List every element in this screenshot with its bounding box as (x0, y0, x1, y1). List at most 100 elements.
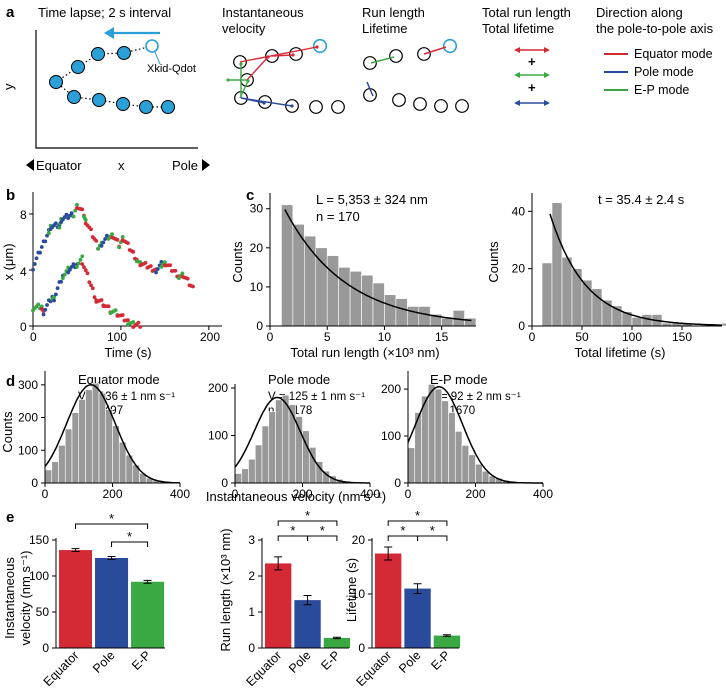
fit-curve (44, 384, 180, 484)
c-left-xlabel: Total run length (×10³ nm) (290, 345, 439, 360)
trace-point (113, 308, 118, 313)
ytick-label: 100 (208, 429, 228, 443)
trace-point (120, 235, 125, 239)
trace-point (131, 249, 136, 254)
significance-bracket (111, 541, 149, 547)
significance-star: * (290, 523, 295, 538)
fit-curve (549, 213, 722, 326)
trace-point (71, 214, 76, 219)
histogram-bar (384, 294, 397, 327)
error-bar (143, 579, 152, 584)
bar (323, 637, 351, 648)
significance-bracket (387, 520, 448, 526)
trace-point (173, 268, 178, 273)
col1-axes (35, 30, 198, 149)
d-pole-v: V = 125 ± 1 nm s⁻¹ (268, 391, 365, 403)
time-arrowhead-icon (104, 27, 114, 39)
histogram-bar (91, 382, 100, 484)
xtick-label: 0 (42, 487, 49, 501)
histogram-bar (326, 255, 339, 327)
trace-point (83, 268, 88, 273)
trace-point (89, 227, 93, 232)
error-bar (274, 556, 283, 571)
trace-point (41, 312, 46, 317)
total-arrows: + + (514, 47, 550, 106)
ytick-label: 200 (18, 411, 38, 425)
qdot-open-marker (145, 39, 159, 53)
qdot-marker (161, 100, 175, 114)
trace-point (69, 265, 74, 269)
xtick-label: 150 (672, 330, 692, 344)
b-ytick-8: 8 (20, 208, 27, 222)
trace-point (82, 265, 86, 270)
trace-point (106, 304, 111, 309)
histogram-bar (261, 425, 270, 484)
timelapse-trail (55, 45, 168, 108)
col1-title: Time lapse; 2 s interval (38, 5, 171, 20)
trace-point (36, 302, 41, 307)
bar (59, 550, 93, 648)
error-bar (332, 636, 341, 640)
trace-point (52, 295, 56, 300)
velocity-arrowhead (266, 55, 270, 59)
c-right-histogram: 0 50 100 150 0 20 40 (512, 193, 726, 344)
ytick-label: 0 (42, 641, 49, 655)
c-left-annotation-L: L = 5,353 ± 324 nm (316, 192, 428, 207)
significance-star: * (109, 511, 114, 526)
trace-point (92, 295, 97, 300)
ytick-label: 200 (381, 382, 401, 396)
trace-point (60, 276, 65, 281)
trace-point (120, 313, 125, 317)
histogram-bar (541, 262, 553, 327)
significance-star: * (305, 508, 310, 523)
d-ylabel: Counts (0, 411, 15, 453)
b-axes (32, 192, 222, 327)
right-triangle-icon (202, 159, 210, 171)
significance-star: * (430, 523, 435, 538)
col1-xlabel: x (118, 158, 125, 173)
trace-point (38, 250, 42, 255)
histogram-bar (58, 445, 66, 484)
trace-point (117, 245, 122, 250)
velocity-arrowhead (239, 62, 243, 66)
trace-point (138, 325, 143, 329)
b-xtick-200: 200 (200, 330, 220, 344)
fit-curve (234, 396, 370, 484)
panel-label-c: c (246, 187, 254, 204)
category-label: Pole (286, 648, 314, 676)
histogram-bar (315, 247, 328, 327)
ytick-label: 10 (250, 280, 264, 294)
timelapse-dots (49, 39, 175, 114)
histogram-bar (85, 389, 93, 484)
category-label: E-P (129, 648, 154, 673)
histogram-bar (551, 202, 563, 327)
b-ytick-0: 0 (20, 320, 27, 334)
significance-bracket (307, 535, 338, 541)
velocity-arrow (240, 97, 265, 104)
trace-point (78, 257, 83, 262)
bar (131, 581, 165, 648)
qdot-marker (139, 100, 153, 114)
panel-label-d: d (6, 373, 15, 390)
significance-star: * (127, 529, 132, 544)
ytick-label: 30 (250, 202, 264, 216)
qdot-marker (67, 90, 81, 104)
b-ticks (29, 213, 210, 330)
trace-point (94, 239, 99, 243)
bar (294, 600, 321, 648)
significance-bracket (277, 520, 338, 526)
c-left-histogram: 0 5 10 15 0 10 20 30 (250, 193, 477, 344)
histogram-bar (248, 458, 256, 484)
open-marker (434, 99, 448, 113)
d-shared-xlabel: Instantaneous velocity (nm s⁻¹) (206, 489, 386, 504)
trace-point (89, 283, 93, 288)
trace-point (96, 246, 100, 251)
histogram-bar (407, 447, 416, 484)
histogram-bar (475, 463, 483, 484)
trace-point (185, 276, 190, 281)
instantaneous-velocity-diagram (226, 38, 345, 114)
histogram-bar (418, 306, 431, 327)
histogram-bar (631, 317, 643, 327)
trace-point (80, 262, 85, 267)
